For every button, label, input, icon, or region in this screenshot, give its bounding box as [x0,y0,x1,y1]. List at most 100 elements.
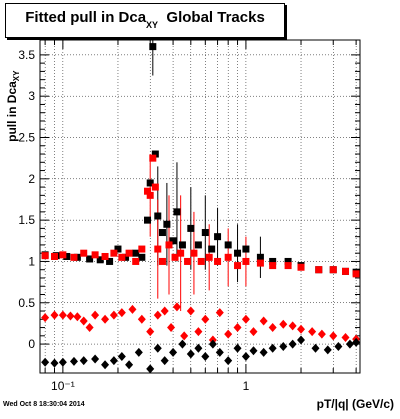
data-point [334,342,343,352]
plot-frame [39,39,361,374]
data-point [79,316,88,326]
data-point [233,343,242,353]
data-point [118,253,126,261]
data-point [242,245,250,253]
data-point [249,327,258,337]
data-point [178,339,187,349]
data-point [169,237,177,245]
data-point [91,354,100,364]
data-point [167,323,176,333]
title-main: Fitted pull in Dca [25,9,147,26]
y-tick-label: 3.5 [18,48,35,62]
data-point [134,347,143,357]
data-point [317,329,326,339]
y-tick-label: 0.5 [18,296,35,310]
data-point [153,343,162,353]
data-point [180,331,189,341]
data-point [50,358,59,368]
data-point [96,256,104,264]
data-point [144,216,152,224]
y-axis-label-text: pull in Dca [4,81,19,142]
data-point [41,313,50,323]
data-point [284,257,292,265]
data-point [109,310,118,320]
data-point [169,347,178,357]
data-point [224,253,232,261]
data-point [329,331,338,341]
data-point [125,360,134,370]
data-point [91,310,100,320]
data-point [70,253,78,261]
title-box: Fitted pull in DcaXY Global Tracks [5,3,285,38]
title-rest: Global Tracks [166,9,265,26]
data-point [190,249,198,257]
y-tick-label: 2 [28,172,35,186]
data-point [86,255,94,263]
data-point [311,343,320,353]
data-point [146,327,155,337]
data-point [214,257,222,265]
y-axis-label: pull in DcaXY [5,51,21,161]
data-point [63,252,71,260]
data-point [138,253,146,261]
data-point [345,339,354,349]
plot-area [40,40,360,373]
data-point [352,337,361,347]
data-point [101,314,110,324]
data-point [138,245,146,253]
data-point [215,308,224,318]
data-point [197,257,205,265]
data-point [80,249,88,257]
data-point [117,351,126,361]
data-point [342,267,350,275]
data-point [341,332,350,342]
data-point [194,343,203,353]
data-point [146,179,154,187]
data-point [110,249,118,257]
data-point [249,346,258,356]
data-point [149,154,157,162]
data-point [58,310,67,320]
data-point [58,357,67,367]
data-point [41,357,50,367]
data-point [214,233,222,241]
data-point [224,329,233,339]
data-point [178,241,186,249]
data-point [117,308,126,318]
data-point [268,343,277,353]
data-point [132,257,140,265]
data-point [66,311,75,321]
data-point [194,327,203,337]
data-point [50,252,58,260]
data-point [184,257,192,265]
data-point [73,312,82,322]
y-tick-label: 0 [28,337,35,351]
data-point [288,339,297,349]
data-point [151,150,159,158]
data-point [233,323,242,333]
data-point [352,270,360,278]
data-point [79,356,88,366]
data-point [323,345,332,355]
data-point [146,364,155,374]
data-point [187,224,195,232]
data-point [308,327,317,337]
data-point [208,339,217,349]
data-point [154,212,162,220]
chart-title: Fitted pull in DcaXY Global Tracks [6,9,284,30]
data-point [122,253,130,261]
data-point [91,251,99,259]
y-tick-label: 3 [28,89,35,103]
data-point [279,319,288,329]
y-tick-label: 1.5 [18,213,35,227]
data-point [109,356,118,366]
data-point [194,241,202,249]
data-point [297,335,306,345]
data-point [241,351,250,361]
y-tick-label: 1 [28,254,35,268]
data-point [132,249,140,257]
data-point [69,356,78,366]
data-point [234,262,242,270]
